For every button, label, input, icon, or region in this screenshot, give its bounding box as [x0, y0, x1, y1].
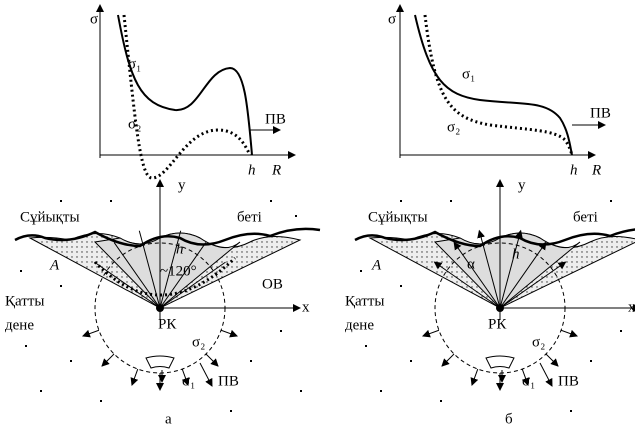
scheme-label: РК: [158, 316, 177, 332]
scheme-label: ПВ: [558, 373, 579, 389]
particle: [360, 270, 362, 272]
graph-label: h: [248, 162, 256, 178]
scheme-label: y: [518, 177, 526, 193]
particle: [230, 410, 232, 412]
particle: [70, 360, 72, 362]
graph-label: ПВ: [265, 111, 286, 127]
scheme-label: h: [176, 241, 184, 257]
particle: [400, 285, 402, 287]
scheme-label: σ₂: [192, 334, 205, 350]
scheme-label: σ₁: [182, 373, 195, 389]
scheme-label: α: [467, 256, 475, 272]
particle: [440, 400, 442, 402]
caption: б: [505, 411, 513, 427]
particle: [300, 390, 302, 392]
scheme-label: дене: [345, 317, 374, 333]
scheme-label: ОВ: [262, 276, 283, 292]
stress-arrow: [102, 354, 114, 366]
particle: [570, 410, 572, 412]
particle: [60, 200, 62, 202]
curve: [124, 15, 250, 178]
scheme-label: РК: [488, 316, 507, 332]
element: [146, 356, 174, 368]
scheme-label: x: [302, 299, 310, 315]
graph-label: R: [271, 162, 281, 178]
scheme-label: дене: [5, 317, 34, 333]
graph-label: σ₁: [128, 56, 141, 72]
particle: [400, 200, 402, 202]
arrow: [540, 363, 552, 386]
scheme-label: h: [512, 246, 520, 262]
graph-label: R: [591, 162, 601, 178]
stress-arrow: [221, 330, 237, 336]
particle: [590, 360, 592, 362]
caption: а: [165, 411, 172, 427]
particle: [295, 215, 297, 217]
scheme-label: Қатты: [345, 293, 384, 309]
particle: [380, 390, 382, 392]
particle: [100, 400, 102, 402]
arrow: [200, 363, 212, 386]
graph-label: σ: [90, 11, 98, 27]
graph-label: ПВ: [590, 105, 611, 121]
particle: [40, 390, 42, 392]
particle: [270, 200, 272, 202]
graph-label: σ₂: [447, 119, 460, 135]
particle: [365, 345, 367, 347]
stress-arrow: [546, 354, 558, 366]
scheme-label: беті: [573, 209, 598, 225]
diagram: σσ₁σ₂ПВhRyСұйықтыбетіAh~120°ОВxҚаттыдене…: [0, 0, 635, 433]
particle: [450, 200, 452, 202]
scheme-label: Сұйықты: [20, 209, 80, 225]
stress-arrow: [423, 330, 439, 336]
graph-label: σ: [388, 11, 396, 27]
scheme-label: Сұйықты: [368, 209, 428, 225]
scheme-label: беті: [237, 209, 262, 225]
particle: [20, 270, 22, 272]
stress-arrow: [206, 354, 218, 366]
stress-arrow: [472, 369, 478, 385]
stress-arrow: [83, 330, 99, 336]
scheme-label: σ₂: [532, 334, 545, 350]
particle: [610, 200, 612, 202]
graph-label: σ₂: [128, 116, 141, 132]
particle: [620, 330, 622, 332]
element: [486, 356, 514, 368]
particle: [250, 360, 252, 362]
stress-arrow: [561, 330, 577, 336]
scheme-label: y: [178, 177, 186, 193]
scheme-label: σ₁: [522, 373, 535, 389]
particle: [25, 345, 27, 347]
particle: [280, 330, 282, 332]
scheme-label: ~120°: [160, 263, 197, 279]
scheme-label: A: [371, 257, 382, 273]
particle: [410, 360, 412, 362]
particle: [110, 200, 112, 202]
scheme-label: x: [628, 299, 635, 315]
stress-arrow: [442, 354, 454, 366]
scheme-label: A: [49, 257, 60, 273]
scheme-label: ПВ: [218, 373, 239, 389]
graph-label: σ₁: [462, 66, 475, 82]
particle: [60, 285, 62, 287]
stress-arrow: [132, 369, 138, 385]
graph-label: h: [570, 162, 578, 178]
scheme-label: Қатты: [5, 293, 44, 309]
